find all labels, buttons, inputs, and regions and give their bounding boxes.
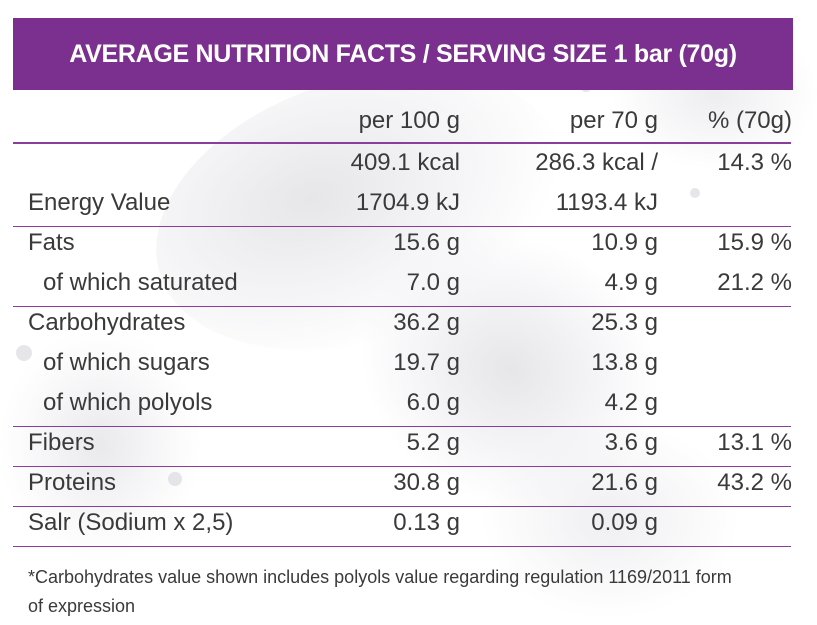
saturated-label: of which saturated [43,269,238,296]
fibers-per100: 5.2 g [406,429,460,456]
fats-per70: 10.9 g [591,229,658,256]
milk-drop-decoration [690,188,700,198]
salt-per100: 0.13 g [393,509,460,536]
column-header-per-70g: per 70 g [569,107,658,134]
carbohydrates-per70: 25.3 g [591,309,658,336]
proteins-percent: 43.2 % [717,469,792,496]
fibers-label: Fibers [28,429,95,456]
row-divider [13,306,791,307]
energy-label: Energy Value [28,189,171,216]
fats-label: Fats [28,229,75,256]
sugars-per100: 19.7 g [393,349,460,376]
polyols-per100: 6.0 g [406,389,460,416]
row-divider [13,506,791,507]
table-title: AVERAGE NUTRITION FACTS / SERVING SIZE 1… [13,18,793,90]
milk-drop-decoration [16,345,32,361]
energy-per70-kcal: 286.3 kcal / [535,149,658,176]
carbohydrates-per100: 36.2 g [393,309,460,336]
header-rule [13,142,791,144]
saturated-per100: 7.0 g [406,269,460,296]
fats-per100: 15.6 g [393,229,460,256]
fibers-percent: 13.1 % [717,429,792,456]
fibers-per70: 3.6 g [604,429,658,456]
footnote: *Carbohydrates value shown includes poly… [28,567,732,616]
saturated-percent: 21.2 % [717,269,792,296]
row-divider [13,226,791,227]
row-divider [13,466,791,467]
energy-per100-kcal: 409.1 kcal [350,149,460,176]
salt-label: Salr (Sodium x 2,5) [28,509,234,536]
energy-per100-kj: 1704.9 kJ [355,189,460,216]
column-header-per-100g: per 100 g [358,107,460,134]
saturated-per70: 4.9 g [604,269,658,296]
polyols-label: of which polyols [43,389,213,416]
fats-percent: 15.9 % [717,229,792,256]
sugars-per70: 13.8 g [591,349,658,376]
energy-percent: 14.3 % [717,149,792,176]
salt-per70: 0.09 g [591,509,658,536]
column-header-percent: % (70g) [707,107,792,134]
carbohydrates-label: Carbohydrates [28,309,186,336]
proteins-per70: 21.6 g [591,469,658,496]
energy-per70-kj: 1193.4 kJ [555,189,658,216]
proteins-per100: 30.8 g [393,469,460,496]
sugars-label: of which sugars [43,349,210,376]
milk-drop-decoration [168,472,182,486]
row-divider [13,426,791,427]
row-divider [13,546,791,547]
polyols-per70: 4.2 g [604,389,658,416]
proteins-label: Proteins [28,469,117,496]
